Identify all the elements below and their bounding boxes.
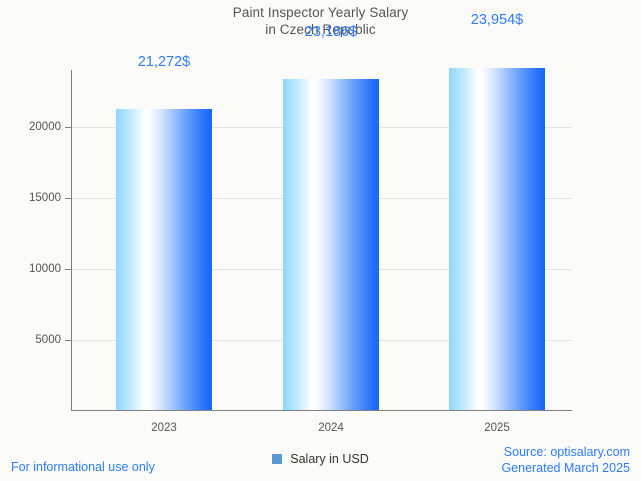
y-tick-label-15000: 15000 xyxy=(29,192,61,204)
x-tick-label-2025: 2025 xyxy=(484,422,510,434)
chart-title-line-1: Paint Inspector Yearly Salary xyxy=(232,5,409,20)
disclaimer-text: For informational use only xyxy=(11,460,155,474)
source-block: Source: optisalary.com Generated March 2… xyxy=(501,444,630,476)
bar-value-2024: 23,186$ xyxy=(304,24,358,40)
x-tick-label-2024: 2024 xyxy=(318,422,344,434)
chart-title: Paint Inspector Yearly Salary in Czech R… xyxy=(0,4,641,38)
y-axis-line xyxy=(71,70,72,411)
legend-label-salary-in-usd: Salary in USD xyxy=(290,452,369,466)
chart-legend: Salary in USD xyxy=(0,452,641,466)
bar-2024[interactable] xyxy=(283,79,379,410)
y-tick-mark-10000 xyxy=(65,269,71,270)
bar-2025[interactable] xyxy=(449,68,545,410)
plot-area: 5000 10000 15000 20000 21,272$ 23,186$ 2… xyxy=(29,12,572,434)
x-tick-label-2023: 2023 xyxy=(151,422,177,434)
bar-value-2023: 21,272$ xyxy=(137,54,191,70)
y-tick-mark-15000 xyxy=(65,198,71,199)
y-tick-label-5000: 5000 xyxy=(35,334,61,346)
y-tick-label-10000: 10000 xyxy=(29,263,61,275)
y-tick-mark-5000 xyxy=(65,340,71,341)
y-tick-label-20000: 20000 xyxy=(29,121,61,133)
bar-2023[interactable] xyxy=(116,109,212,410)
generated-date-text: Generated March 2025 xyxy=(501,461,630,475)
y-tick-mark-20000 xyxy=(65,127,71,128)
source-text: Source: optisalary.com xyxy=(503,445,630,459)
bar-value-2025: 23,954$ xyxy=(470,12,524,28)
legend-swatch-icon xyxy=(272,454,283,464)
chart-title-line-2: in Czech Republic xyxy=(265,22,376,37)
x-axis-line xyxy=(71,410,572,411)
